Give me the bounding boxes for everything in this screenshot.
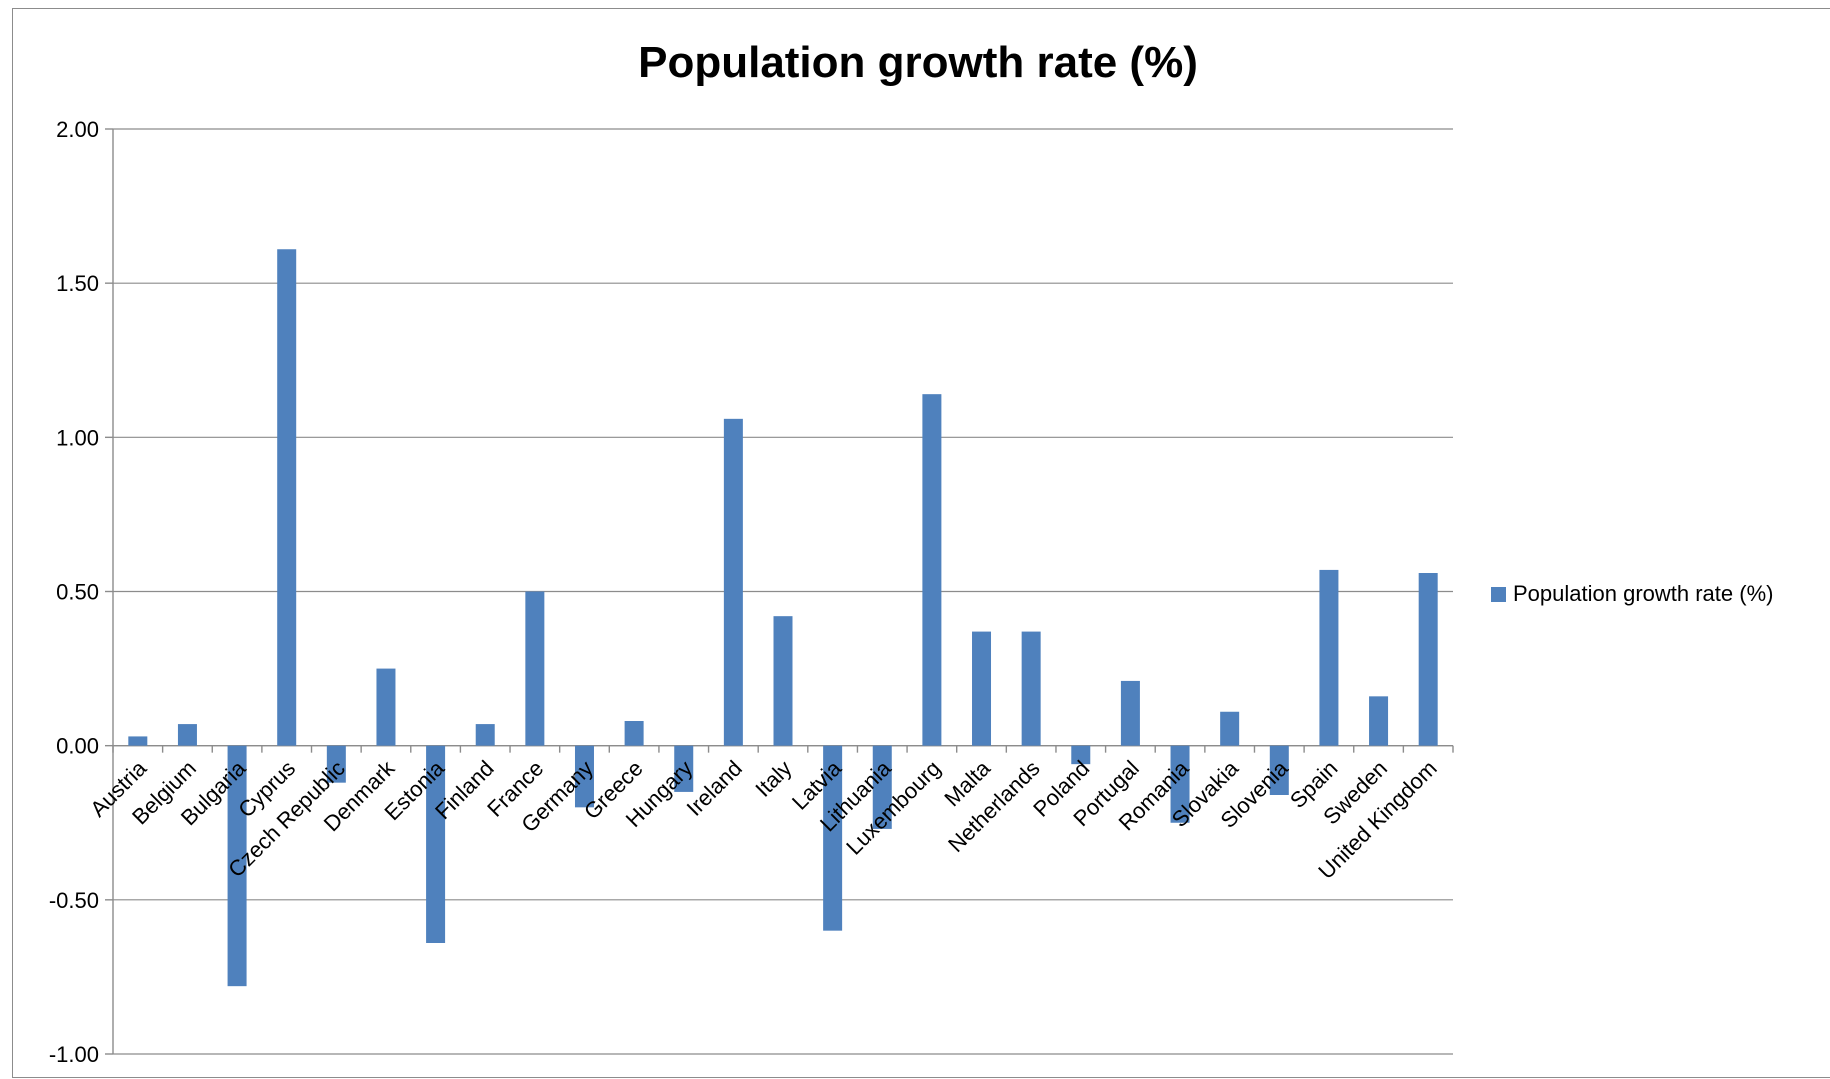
bar bbox=[1319, 569, 1339, 746]
bar bbox=[872, 745, 892, 829]
bar bbox=[1220, 711, 1240, 746]
legend-swatch bbox=[1491, 587, 1506, 602]
bar bbox=[1269, 745, 1289, 795]
y-tick-label: -0.50 bbox=[49, 888, 99, 913]
bar bbox=[326, 745, 346, 783]
y-tick-label: 0.00 bbox=[56, 734, 99, 759]
bar bbox=[277, 249, 297, 746]
bar bbox=[227, 745, 247, 987]
bar-chart: Population growth rate (%) 2.00 1.50 1.00 0… bbox=[49, 38, 1774, 1067]
bar bbox=[475, 724, 495, 746]
bar bbox=[723, 418, 743, 746]
grid-layer: 2.00 1.50 1.00 0.50 0.00 -0.50 -1.00 bbox=[49, 117, 1454, 1067]
bar bbox=[1369, 696, 1389, 746]
bar bbox=[574, 745, 594, 808]
bar bbox=[525, 591, 545, 746]
y-tick-label: 1.00 bbox=[56, 425, 99, 450]
bar bbox=[1418, 573, 1438, 746]
bars-layer bbox=[128, 249, 1438, 987]
bar bbox=[674, 745, 694, 792]
bar bbox=[1120, 680, 1140, 746]
bar bbox=[1021, 631, 1041, 746]
chart-title: Population growth rate (%) bbox=[638, 38, 1198, 87]
y-tick-label: 2.00 bbox=[56, 117, 99, 142]
chart-frame: Population growth rate (%) 2.00 1.50 1.00 0… bbox=[12, 8, 1830, 1078]
y-tick-label: 0.50 bbox=[56, 580, 99, 605]
bar bbox=[426, 745, 446, 943]
bar bbox=[1170, 745, 1190, 823]
y-tick-label: -1.00 bbox=[49, 1042, 99, 1067]
y-tick-label: 1.50 bbox=[56, 271, 99, 296]
bar bbox=[972, 631, 992, 746]
bar bbox=[1071, 745, 1091, 765]
bar bbox=[177, 724, 197, 746]
bar bbox=[922, 394, 942, 746]
bar bbox=[376, 668, 396, 746]
legend-label: Population growth rate (%) bbox=[1513, 581, 1773, 606]
bar bbox=[624, 721, 644, 746]
legend: Population growth rate (%) bbox=[1491, 581, 1773, 606]
bar bbox=[823, 745, 843, 931]
bar bbox=[773, 616, 793, 746]
bar bbox=[128, 736, 148, 746]
